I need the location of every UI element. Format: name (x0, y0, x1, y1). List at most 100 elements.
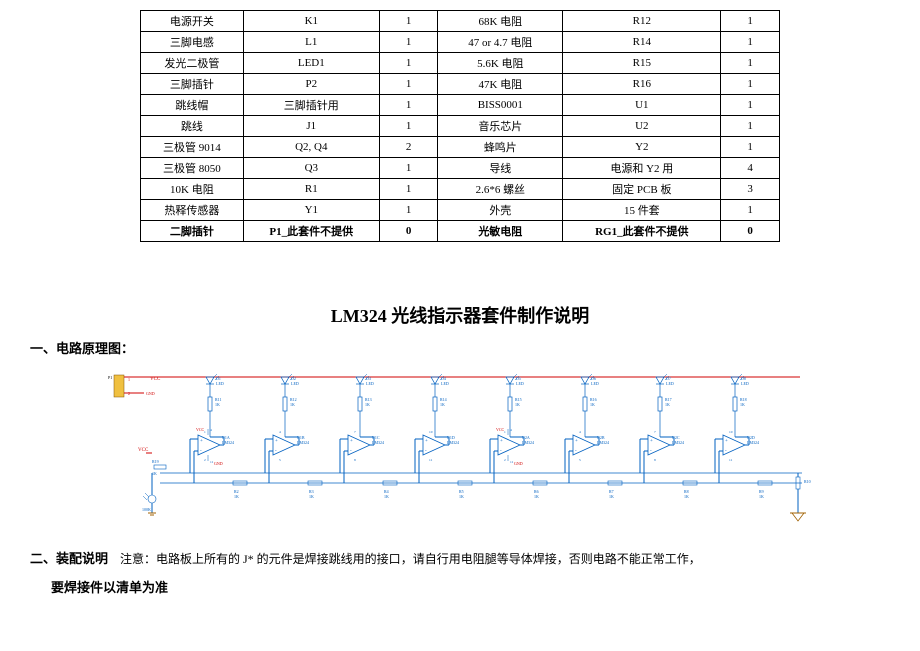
svg-text:10: 10 (729, 430, 733, 434)
section-2-line2: 要焊接件以清单为准 (51, 580, 168, 595)
bom-cell: 1 (379, 53, 438, 74)
bom-cell: 1 (379, 11, 438, 32)
svg-text:11: 11 (429, 458, 433, 462)
section-2: 二、装配说明 注意：电路板上所有的 J* 的元件是焊接跳线用的接口，请自行用电阻… (30, 545, 890, 602)
bom-cell: 0 (379, 221, 438, 242)
bom-cell: J1 (243, 116, 379, 137)
bom-cell: 1 (379, 158, 438, 179)
svg-text:+: + (725, 439, 728, 444)
bom-cell: 音乐芯片 (438, 116, 563, 137)
bom-cell: 三脚插针用 (243, 95, 379, 116)
svg-text:8: 8 (354, 458, 356, 462)
svg-text:VCC: VCC (496, 427, 505, 432)
svg-text:GND: GND (146, 391, 155, 396)
svg-text:1K: 1K (365, 402, 370, 407)
svg-text:VCC: VCC (196, 427, 205, 432)
svg-text:1: 1 (504, 430, 506, 434)
bom-cell: P1_此套件不提供 (243, 221, 379, 242)
bom-cell: 三极管 8050 (141, 158, 244, 179)
bom-cell: 1 (721, 53, 780, 74)
section-2-note: 注意：电路板上所有的 J* 的元件是焊接跳线用的接口，请自行用电阻腿等导体焊接，… (120, 552, 701, 566)
bom-cell: BISS0001 (438, 95, 563, 116)
bom-cell: 1 (721, 74, 780, 95)
bom-cell: U1 (563, 95, 721, 116)
svg-text:LED: LED (291, 381, 299, 386)
bom-cell: 1 (379, 200, 438, 221)
bom-cell: 固定 PCB 板 (563, 179, 721, 200)
svg-text:1K: 1K (609, 494, 614, 499)
svg-text:+: + (425, 439, 428, 444)
bom-cell: 1 (721, 137, 780, 158)
svg-text:1K: 1K (590, 402, 595, 407)
bom-cell: 2 (379, 137, 438, 158)
svg-text:1K: 1K (309, 494, 314, 499)
bom-cell: 47K 电阻 (438, 74, 563, 95)
bom-cell: 三极管 9014 (141, 137, 244, 158)
svg-text:1K: 1K (459, 494, 464, 499)
schematic-diagram: VCCP112GNDVCCD1LEDR111K+-U1ALM324R21K124… (100, 365, 820, 525)
bom-cell: 1 (379, 116, 438, 137)
bom-cell: 1 (721, 32, 780, 53)
bom-cell: RG1_此套件不提供 (563, 221, 721, 242)
bom-cell: Q3 (243, 158, 379, 179)
svg-text:1K: 1K (534, 494, 539, 499)
svg-text:LED: LED (666, 381, 674, 386)
bom-cell: R12 (563, 11, 721, 32)
svg-text:11: 11 (729, 458, 733, 462)
svg-text:LED: LED (591, 381, 599, 386)
bom-cell: 1 (721, 116, 780, 137)
bom-cell: 外壳 (438, 200, 563, 221)
svg-text:1K: 1K (290, 402, 295, 407)
bom-cell: R15 (563, 53, 721, 74)
svg-text:4: 4 (510, 428, 512, 432)
svg-text:+: + (200, 439, 203, 444)
svg-text:+: + (500, 439, 503, 444)
svg-text:1K: 1K (684, 494, 689, 499)
bom-cell: K1 (243, 11, 379, 32)
bom-cell: 10K 电阻 (141, 179, 244, 200)
svg-text:1K: 1K (440, 402, 445, 407)
svg-text:R19: R19 (152, 459, 159, 464)
bom-cell: 二脚插针 (141, 221, 244, 242)
svg-text:1K: 1K (152, 471, 157, 476)
bom-cell: R1 (243, 179, 379, 200)
svg-text:+: + (275, 439, 278, 444)
svg-text:LED: LED (366, 381, 374, 386)
bom-cell: 1 (721, 11, 780, 32)
svg-text:100K: 100K (142, 507, 151, 512)
svg-text:LED: LED (441, 381, 449, 386)
section-2-label: 二、装配说明 (30, 551, 108, 566)
svg-text:2: 2 (204, 458, 206, 462)
svg-text:1K: 1K (665, 402, 670, 407)
svg-text:1K: 1K (759, 494, 764, 499)
svg-text:+: + (650, 439, 653, 444)
bom-cell: R14 (563, 32, 721, 53)
bom-cell: 1 (379, 95, 438, 116)
section-1-label: 一、电路原理图： (30, 338, 920, 357)
bom-cell: 发光二极管 (141, 53, 244, 74)
svg-text:+: + (350, 439, 353, 444)
bom-cell: 1 (721, 200, 780, 221)
svg-text:P1: P1 (108, 375, 112, 380)
bom-cell: 1 (379, 74, 438, 95)
bom-cell: 蜂鸣片 (438, 137, 563, 158)
svg-text:1K: 1K (515, 402, 520, 407)
bom-cell: 热释传感器 (141, 200, 244, 221)
svg-text:LED: LED (216, 381, 224, 386)
bom-cell: U2 (563, 116, 721, 137)
svg-text:2: 2 (504, 458, 506, 462)
bom-cell: 15 件套 (563, 200, 721, 221)
svg-text:10: 10 (429, 430, 433, 434)
svg-text:+: + (575, 439, 578, 444)
bom-cell: 电源和 Y2 用 (563, 158, 721, 179)
svg-text:5: 5 (279, 458, 281, 462)
bom-cell: Y1 (243, 200, 379, 221)
svg-text:1K: 1K (740, 402, 745, 407)
svg-text:8: 8 (654, 458, 656, 462)
bom-cell: 47 or 4.7 电阻 (438, 32, 563, 53)
svg-text:7: 7 (654, 430, 656, 434)
bom-cell: 4 (721, 158, 780, 179)
bom-cell: 三脚电感 (141, 32, 244, 53)
svg-text:GND: GND (514, 461, 523, 466)
bom-cell: 1 (721, 95, 780, 116)
